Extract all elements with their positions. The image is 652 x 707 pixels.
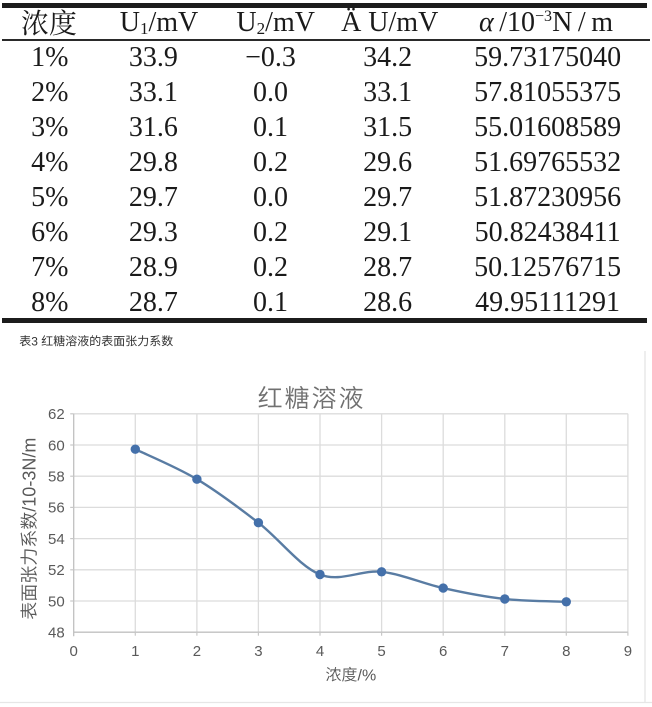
svg-text:6: 6 xyxy=(439,643,447,660)
svg-text:58: 58 xyxy=(48,469,65,486)
svg-text:48: 48 xyxy=(48,625,65,642)
svg-text:9: 9 xyxy=(624,643,632,660)
svg-text:5: 5 xyxy=(377,643,385,660)
svg-text:50: 50 xyxy=(48,593,65,610)
svg-text:/%: /% xyxy=(358,667,377,684)
svg-text:4: 4 xyxy=(316,643,324,660)
svg-text:62: 62 xyxy=(48,406,65,423)
svg-text:52: 52 xyxy=(48,562,65,579)
svg-text:1: 1 xyxy=(131,643,139,660)
svg-text:8: 8 xyxy=(562,643,570,660)
svg-text:3: 3 xyxy=(31,334,38,348)
svg-text:7: 7 xyxy=(501,643,509,660)
svg-text:/10-3N/m: /10-3N/m xyxy=(20,438,40,512)
svg-text:60: 60 xyxy=(48,437,65,454)
svg-text:56: 56 xyxy=(48,500,65,517)
svg-text:3: 3 xyxy=(254,643,262,660)
svg-text:54: 54 xyxy=(48,531,65,548)
svg-text:0: 0 xyxy=(70,643,78,660)
svg-text:2: 2 xyxy=(193,643,201,660)
